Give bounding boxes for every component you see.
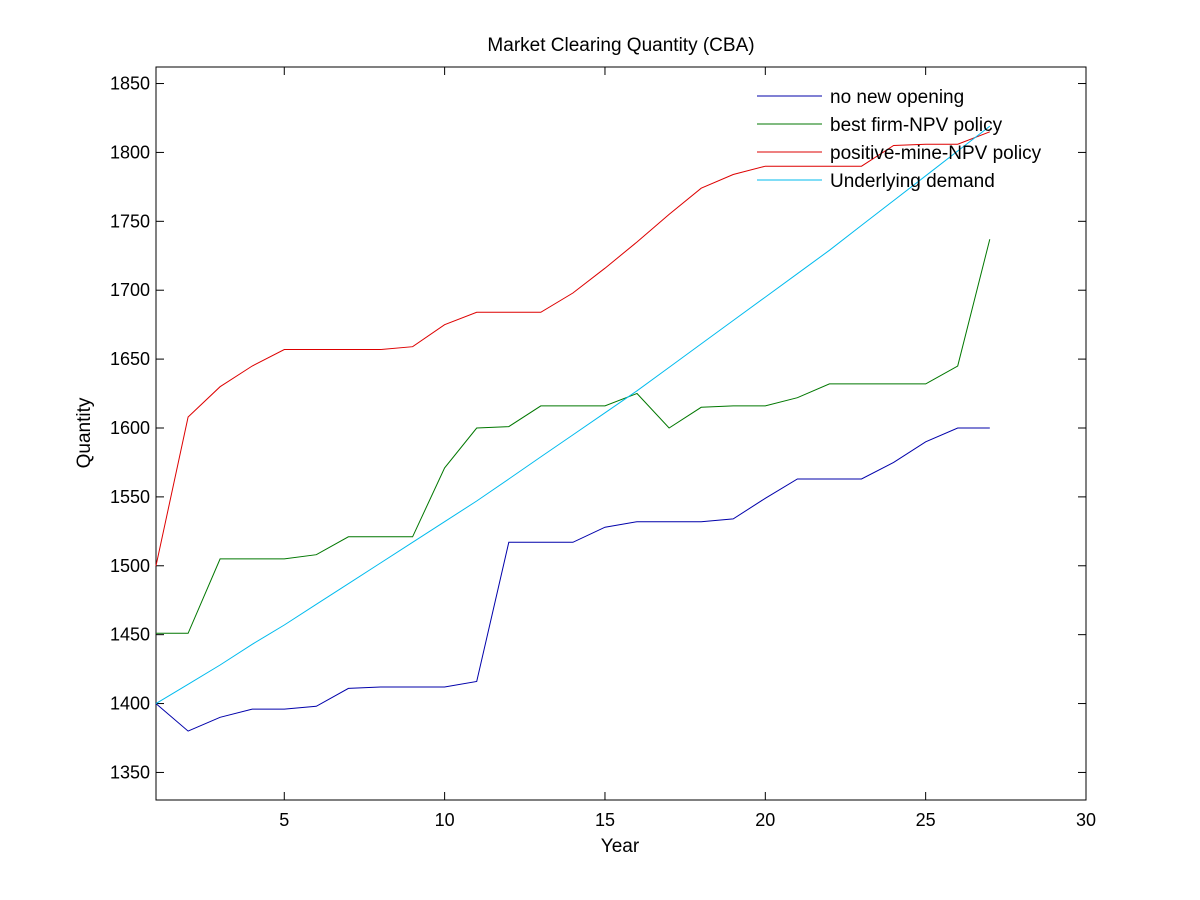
y-tick-label: 1850	[110, 74, 150, 94]
legend-label-best-firm-npv-policy: best firm-NPV policy	[830, 115, 1003, 136]
axes-box	[155, 66, 1087, 801]
y-tick-label: 1800	[110, 142, 150, 162]
series-line-no-new-opening	[155, 427, 990, 732]
y-tick-label: 1350	[110, 762, 150, 782]
y-tick-label: 1500	[110, 556, 150, 576]
y-tick-label: 1750	[110, 211, 150, 231]
y-tick-label: 1700	[110, 280, 150, 300]
y-tick-label: 1550	[110, 487, 150, 507]
x-tick-label: 30	[1076, 810, 1096, 830]
series-line-best-firm-npv-policy	[156, 239, 991, 634]
x-axis-title: Year	[601, 836, 640, 857]
x-tick-label: 15	[595, 810, 615, 830]
x-tick-label: 25	[916, 810, 936, 830]
y-tick-label: 1600	[110, 418, 150, 438]
legend-label-underlying-demand: Underlying demand	[830, 171, 995, 192]
legend-label-no-new-opening: no new opening	[830, 87, 964, 108]
x-tick-label: 20	[755, 810, 775, 830]
series-line-positive-mine-npv-policy	[155, 131, 990, 566]
plot-area: 5 10 15 20 25 30 1350 1400 1450 1500 1550 1600 1650 1…	[110, 66, 1096, 830]
y-tick-label: 1650	[110, 349, 150, 369]
series-line-underlying-demand	[155, 125, 991, 705]
x-tick-label: 10	[435, 810, 455, 830]
legend: no new opening best firm-NPV policy positi…	[757, 87, 1042, 192]
y-tick-label: 1450	[110, 625, 150, 645]
y-tick-label: 1400	[110, 694, 150, 714]
y-axis-title: Quantity	[74, 397, 95, 468]
x-tick-label: 5	[279, 810, 289, 830]
legend-label-positive-mine-npv-policy: positive-mine-NPV policy	[830, 143, 1042, 164]
chart-title: Market Clearing Quantity (CBA)	[487, 35, 754, 56]
